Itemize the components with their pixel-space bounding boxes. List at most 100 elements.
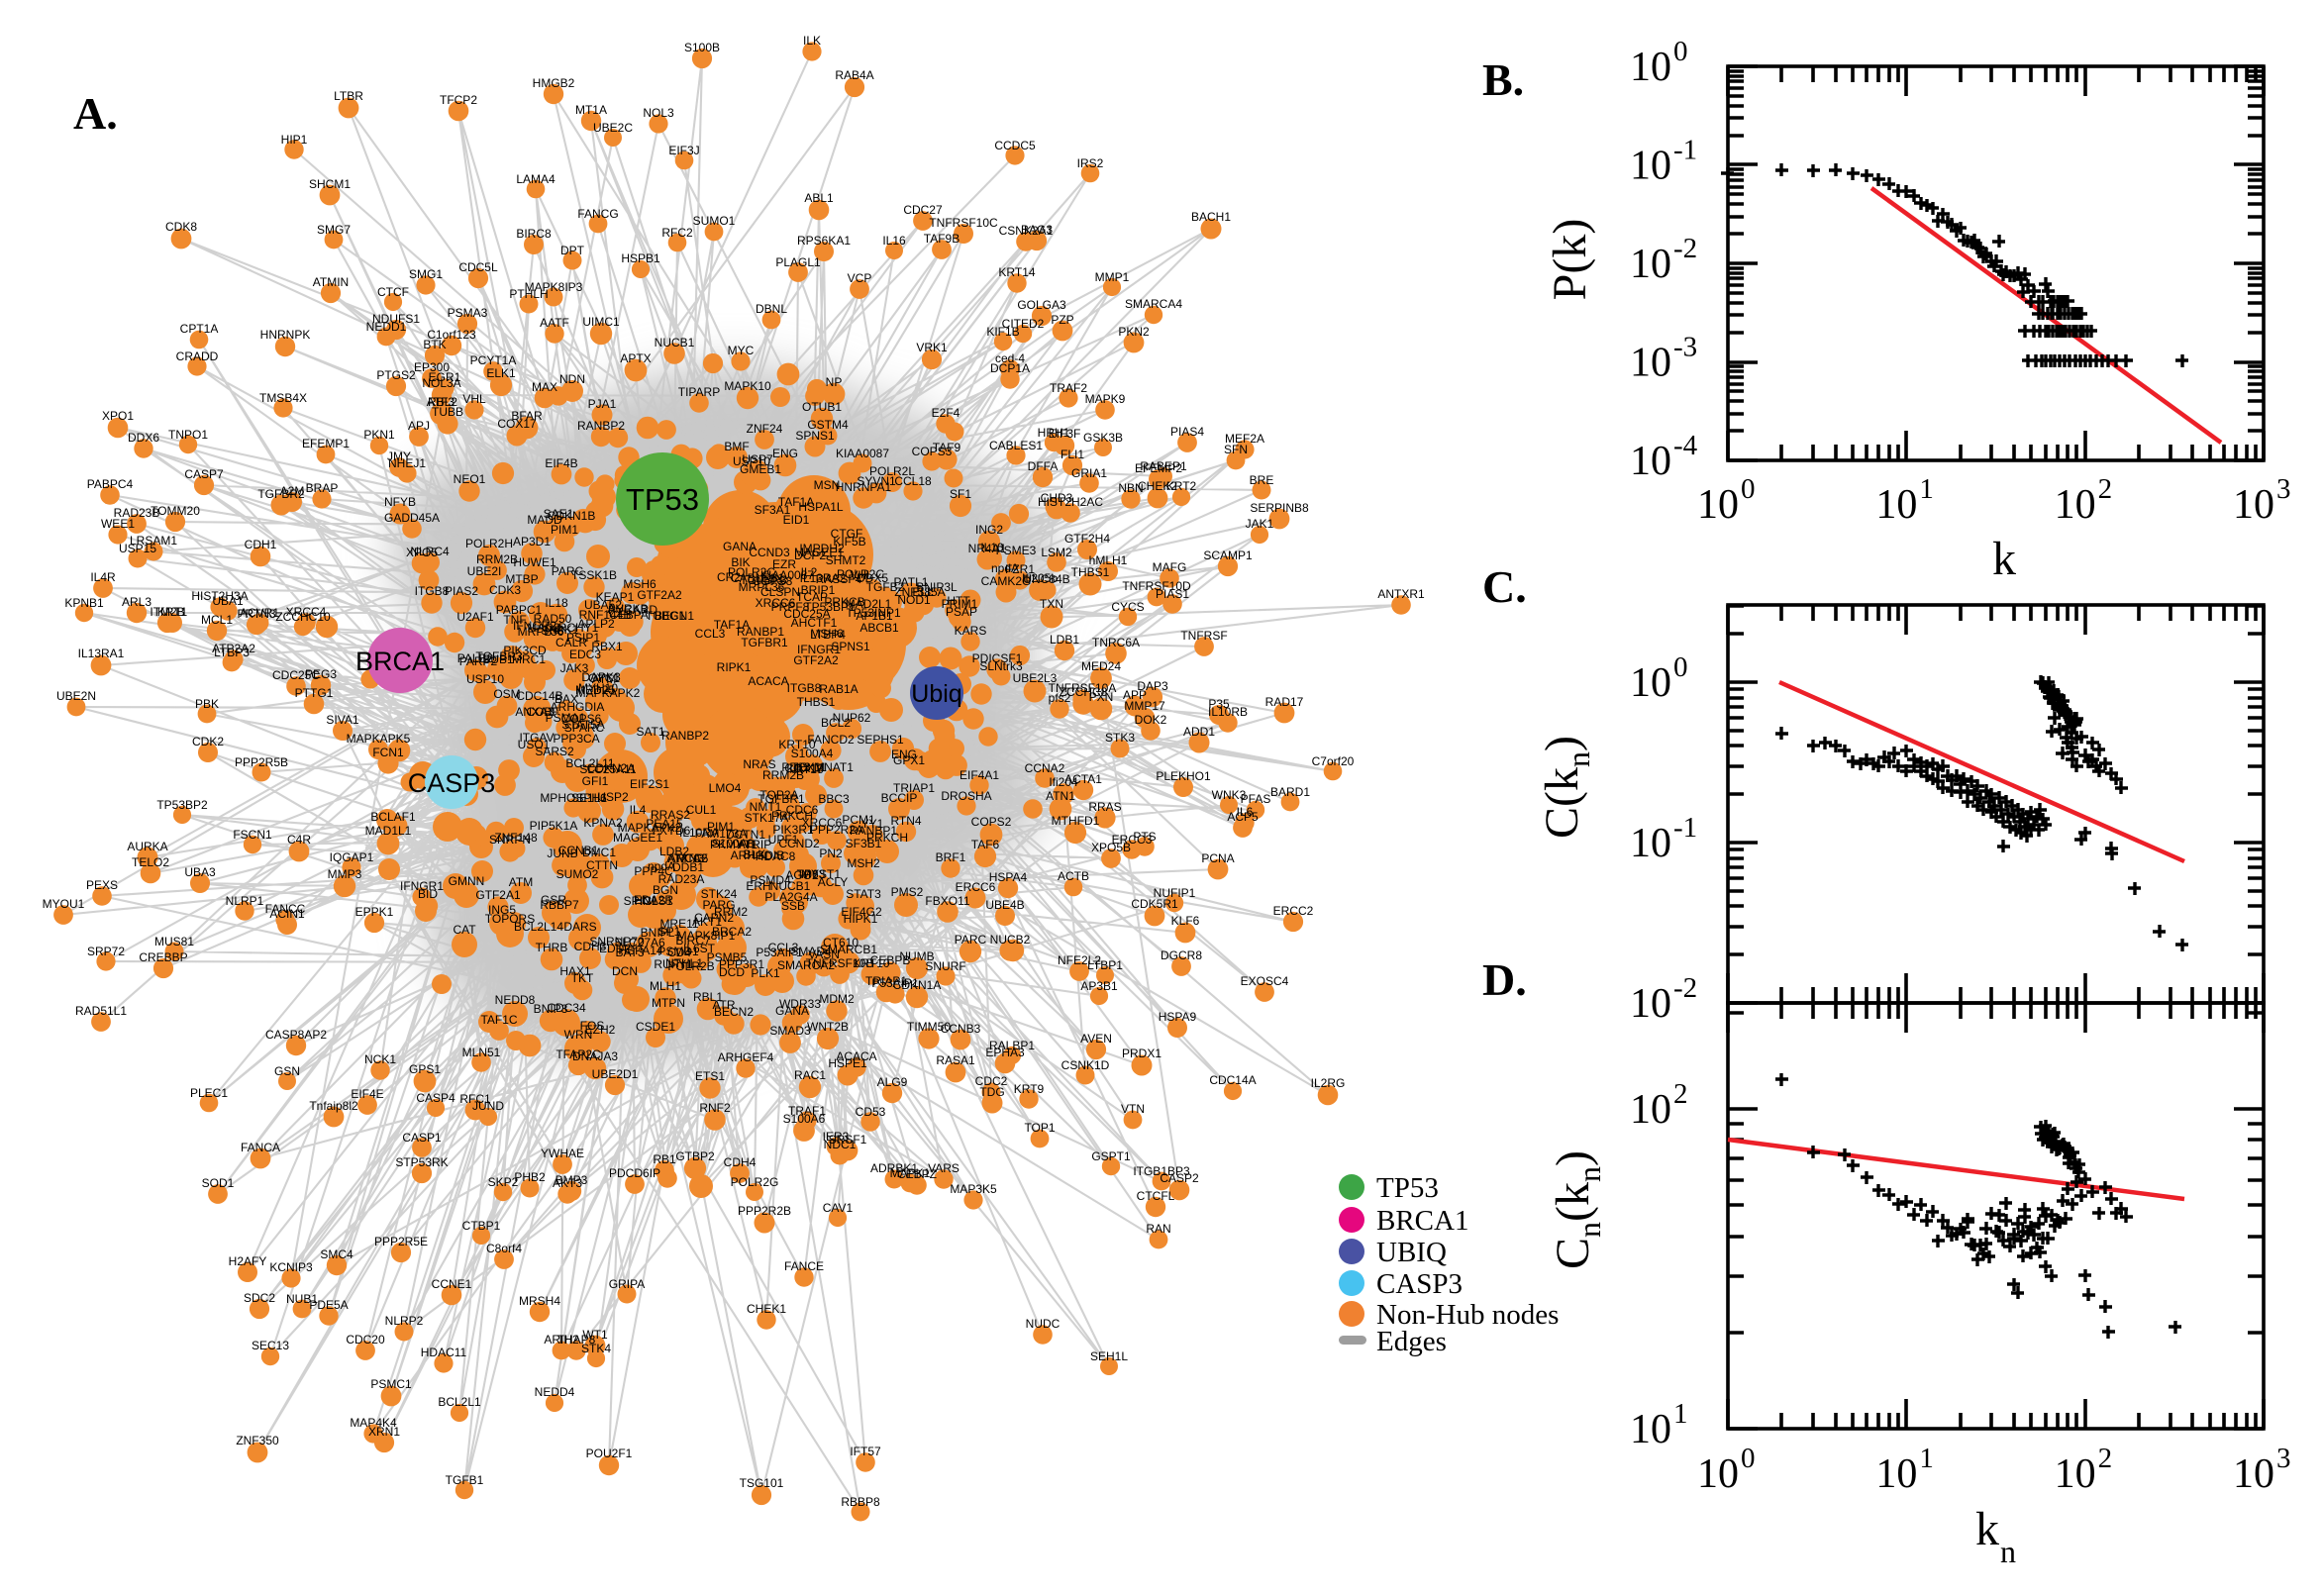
svg-text:MLN51: MLN51 (462, 1046, 501, 1059)
svg-text:NUDC: NUDC (1026, 1317, 1060, 1331)
svg-text:ARHGDIB: ARHGDIB (731, 848, 785, 862)
svg-text:npdA: npdA (648, 859, 675, 873)
svg-text:CCDC5: CCDC5 (994, 139, 1036, 152)
svg-text:RCHY1: RCHY1 (558, 621, 599, 635)
svg-text:XPO5: XPO5 (406, 546, 438, 559)
svg-text:PHB2: PHB2 (514, 1170, 546, 1184)
svg-text:STAT5A: STAT5A (561, 718, 605, 732)
svg-text:POLR2H: POLR2H (465, 537, 513, 550)
svg-text:GPS1: GPS1 (409, 1062, 441, 1076)
svg-text:RRAS2: RRAS2 (651, 808, 690, 822)
svg-text:LDB1: LDB1 (1050, 633, 1079, 647)
svg-text:XRN1: XRN1 (368, 1425, 400, 1439)
svg-text:RANBP1: RANBP1 (737, 625, 784, 639)
svg-text:CLSPN: CLSPN (760, 585, 800, 599)
svg-text:SYVN1: SYVN1 (857, 474, 896, 488)
svg-text:KRT14: KRT14 (998, 265, 1035, 279)
svg-text:ALG9: ALG9 (877, 1075, 908, 1089)
svg-text:IL10: IL10 (980, 541, 1004, 554)
svg-text:10: 10 (2055, 482, 2096, 528)
svg-text:PRKCH: PRKCH (866, 831, 908, 845)
svg-text:AURKA: AURKA (127, 840, 167, 853)
svg-text:HRH1: HRH1 (1038, 426, 1070, 440)
svg-text:ZCCHC8: ZCCHC8 (1060, 685, 1108, 699)
svg-text:CAPN2: CAPN2 (694, 911, 734, 925)
svg-text:STAT3: STAT3 (846, 887, 881, 901)
svg-text:BBC3: BBC3 (818, 792, 850, 806)
svg-text:USP10: USP10 (733, 454, 770, 468)
svg-text:B.: B. (1482, 54, 1524, 105)
svg-text:MAPK10: MAPK10 (724, 379, 771, 393)
svg-text:ERCC2: ERCC2 (1273, 904, 1314, 918)
svg-text:GADD45A: GADD45A (384, 511, 440, 525)
svg-text:PDCD6IP: PDCD6IP (609, 1166, 660, 1180)
svg-text:CCL18: CCL18 (894, 474, 932, 488)
svg-text:PLEC1: PLEC1 (190, 1086, 228, 1100)
svg-text:TNPO1: TNPO1 (168, 428, 208, 442)
svg-text:MAP4K4: MAP4K4 (350, 1416, 397, 1430)
svg-text:VASN: VASN (808, 948, 840, 961)
svg-text:FSCN1: FSCN1 (233, 828, 272, 842)
svg-text:RIPK1: RIPK1 (545, 623, 579, 637)
svg-text:PPP2R2A: PPP2R2A (810, 823, 863, 837)
svg-text:MDM2: MDM2 (819, 992, 855, 1006)
svg-text:RTN4: RTN4 (890, 814, 921, 828)
svg-text:SH6: SH6 (541, 624, 564, 638)
svg-text:PALB2: PALB2 (457, 651, 494, 665)
svg-text:COX17: COX17 (497, 417, 537, 431)
svg-text:KRT18: KRT18 (786, 762, 823, 776)
svg-text:SAE1: SAE1 (544, 507, 574, 521)
svg-text:THBS1: THBS1 (1071, 565, 1110, 579)
svg-text:1: 1 (1673, 1398, 1688, 1430)
svg-text:BRIP1: BRIP1 (801, 583, 836, 597)
svg-text:CDC25A: CDC25A (783, 607, 830, 621)
svg-text:n: n (2000, 1534, 2016, 1569)
svg-text:MAD1L1: MAD1L1 (365, 824, 412, 838)
svg-text:2: 2 (2098, 1443, 2113, 1474)
svg-text:SPARC: SPARC (564, 721, 605, 735)
svg-text:JUNB: JUNB (547, 847, 577, 860)
svg-text:1: 1 (1919, 473, 1934, 505)
svg-text:KLF6: KLF6 (1171, 914, 1200, 928)
svg-text:10: 10 (1630, 242, 1671, 287)
svg-text:FANCA: FANCA (241, 1141, 280, 1154)
svg-text:MAFG: MAFG (1153, 560, 1187, 574)
svg-text:PTTG1: PTTG1 (295, 686, 334, 700)
svg-text:DCP1A: DCP1A (990, 361, 1030, 375)
svg-text:TNFRSF10C: TNFRSF10C (929, 216, 998, 230)
svg-text:NFYB: NFYB (384, 495, 416, 509)
svg-text:CYCS: CYCS (1111, 600, 1144, 614)
svg-text:IL4R: IL4R (90, 570, 116, 584)
svg-text:PRKCH: PRKCH (771, 809, 813, 823)
svg-text:NEDD1: NEDD1 (366, 320, 407, 334)
svg-text:PMS2: PMS2 (891, 885, 924, 899)
svg-text:XRCC6: XRCC6 (756, 596, 796, 610)
svg-text:CDC2: CDC2 (975, 1074, 1008, 1088)
svg-text:TOP1: TOP1 (1024, 1121, 1055, 1135)
svg-text:PARC: PARC (955, 933, 987, 947)
svg-text:THAP8: THAP8 (557, 1333, 596, 1347)
svg-text:MSH6: MSH6 (810, 627, 844, 641)
svg-text:IL13RA1: IL13RA1 (78, 647, 125, 660)
svg-text:MADD: MADD (527, 513, 562, 527)
svg-text:GTF2A2: GTF2A2 (793, 653, 839, 667)
svg-text:TMSB4X: TMSB4X (259, 391, 307, 405)
svg-text:CREBBP: CREBBP (139, 950, 187, 964)
svg-text:PABPC1: PABPC1 (496, 603, 543, 617)
svg-text:GSR: GSR (541, 893, 566, 907)
svg-text:TXN: TXN (1040, 597, 1063, 611)
svg-text:PXN: PXN (1089, 690, 1114, 704)
svg-text:UBE4B: UBE4B (985, 898, 1024, 912)
svg-text:HSPE1: HSPE1 (828, 1056, 867, 1070)
svg-text:POLR2C: POLR2C (837, 567, 884, 581)
svg-text:FANCG: FANCG (577, 207, 618, 221)
svg-text:DCTN1: DCTN1 (726, 828, 765, 842)
svg-text:ING5: ING5 (488, 903, 516, 917)
svg-text:IL6: IL6 (1237, 805, 1254, 819)
svg-text:PSMD1: PSMD1 (657, 945, 699, 958)
svg-text:CEBPZ: CEBPZ (897, 1167, 937, 1181)
svg-text:JAK1: JAK1 (1246, 517, 1274, 531)
svg-text:BLK: BLK (744, 848, 766, 861)
svg-text:SIVA1: SIVA1 (326, 713, 358, 727)
svg-text:RFC1: RFC1 (459, 1092, 491, 1106)
